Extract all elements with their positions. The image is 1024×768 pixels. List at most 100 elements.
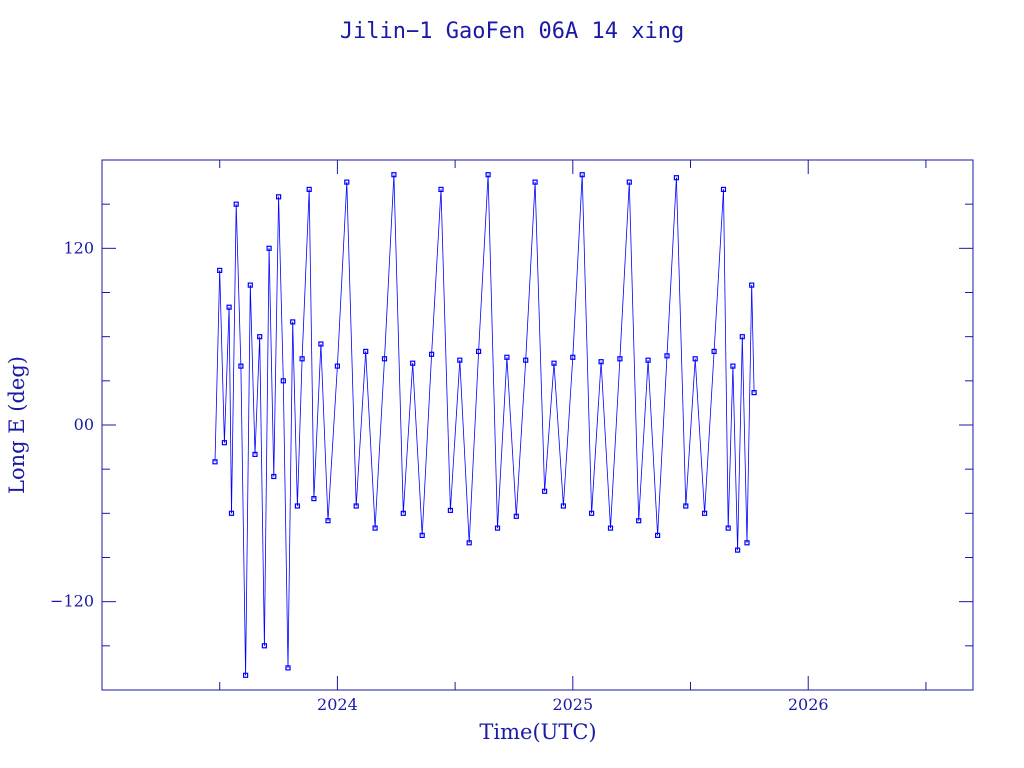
series-segment xyxy=(224,307,230,443)
series-segment xyxy=(506,357,517,517)
series-segment xyxy=(384,174,395,359)
series-markers xyxy=(212,172,757,678)
data-point xyxy=(579,172,585,178)
data-point xyxy=(247,282,253,288)
series-segment xyxy=(402,363,414,514)
series-segment xyxy=(676,177,687,507)
data-point xyxy=(744,540,750,546)
data-point xyxy=(739,334,745,340)
series-segment xyxy=(487,174,498,529)
y-tick-label: 00 xyxy=(74,415,94,434)
series-segment xyxy=(737,336,743,551)
series-segment xyxy=(628,182,640,521)
data-point xyxy=(751,390,757,396)
series-segment xyxy=(228,307,232,514)
y-axis-label: Long E (deg) xyxy=(5,356,29,494)
series-segment xyxy=(365,351,376,529)
series-segment xyxy=(610,358,621,529)
chart-title: Jilin−1 GaoFen 06A 14 xing xyxy=(340,19,684,44)
data-point xyxy=(673,175,680,181)
data-point xyxy=(457,357,463,363)
data-point xyxy=(734,547,741,553)
series-segment xyxy=(525,182,536,361)
series-segment xyxy=(313,343,322,499)
data-point xyxy=(636,518,642,524)
series-segment xyxy=(704,351,715,514)
series-segment xyxy=(544,363,555,492)
series-segment xyxy=(553,363,564,507)
series-segment xyxy=(732,366,738,551)
series-segment xyxy=(308,189,315,499)
series-segment xyxy=(685,358,696,507)
series-segment xyxy=(713,189,724,352)
data-point xyxy=(372,525,378,531)
data-point xyxy=(243,672,249,678)
data-point xyxy=(290,319,296,325)
data-point xyxy=(276,194,282,200)
series-segment xyxy=(235,204,242,367)
data-point xyxy=(617,356,623,362)
data-point xyxy=(419,532,425,539)
data-point xyxy=(257,334,263,340)
series-segment xyxy=(619,182,630,359)
data-point xyxy=(228,510,235,516)
series-segment xyxy=(746,285,753,543)
data-point xyxy=(285,665,291,671)
data-point xyxy=(523,357,529,363)
series-segment xyxy=(534,182,545,492)
series-segment xyxy=(572,174,583,358)
series-segment xyxy=(459,360,470,543)
data-point xyxy=(476,348,482,354)
series-segment xyxy=(346,182,357,507)
series-segment xyxy=(657,355,668,536)
x-axis-ticks: 2024 2025 2026 xyxy=(101,160,927,714)
series-segment xyxy=(431,189,442,355)
data-point xyxy=(252,451,258,457)
data-point xyxy=(212,459,218,465)
data-point xyxy=(334,363,340,369)
series-segment xyxy=(515,360,527,517)
data-point xyxy=(226,304,232,310)
data-point xyxy=(725,525,731,531)
data-point xyxy=(271,473,277,480)
data-point xyxy=(485,172,491,178)
data-point xyxy=(607,525,614,531)
data-point xyxy=(560,503,567,509)
data-point xyxy=(532,179,538,185)
data-point xyxy=(598,359,604,365)
data-point xyxy=(588,510,595,516)
data-point xyxy=(720,186,727,192)
data-point xyxy=(701,510,708,516)
series-segment xyxy=(478,174,489,352)
series-segment xyxy=(412,363,423,536)
series-segment xyxy=(282,380,289,668)
data-point xyxy=(410,360,416,366)
series-lines xyxy=(214,174,755,676)
y-tick-label: 120 xyxy=(63,238,94,257)
data-point xyxy=(513,513,519,519)
data-point xyxy=(504,354,510,360)
data-point xyxy=(626,179,632,185)
series-segment xyxy=(219,270,225,443)
series-segment xyxy=(581,174,592,514)
data-point xyxy=(344,179,350,185)
series-segment xyxy=(254,336,261,455)
series-segment xyxy=(240,366,246,676)
data-point xyxy=(438,186,444,192)
series-segment xyxy=(450,360,461,511)
x-axis-label: Time(UTC) xyxy=(479,720,596,744)
series-segment xyxy=(231,204,237,514)
series-segment xyxy=(327,366,338,521)
data-point xyxy=(541,488,548,494)
data-point xyxy=(494,525,501,531)
y-tick-label: −120 xyxy=(50,592,94,611)
data-point xyxy=(221,440,227,446)
data-point xyxy=(429,351,435,357)
plot-area xyxy=(212,172,757,678)
y-axis-ticks: 120 00 −120 xyxy=(50,203,973,647)
series-segment xyxy=(259,336,265,646)
series-segment xyxy=(694,358,705,514)
series-segment xyxy=(741,336,748,543)
data-point xyxy=(645,357,651,363)
